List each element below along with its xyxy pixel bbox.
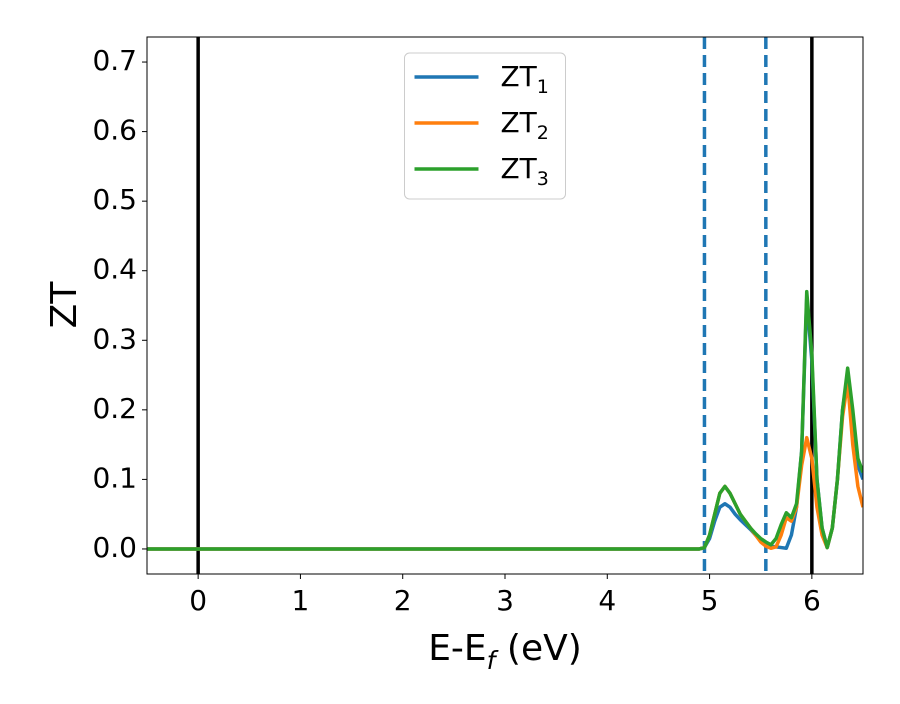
x-tick-label: 6: [803, 584, 821, 617]
x-tick-label: 4: [598, 584, 616, 617]
series-line: [147, 380, 863, 551]
y-tick-label: 0.3: [92, 322, 137, 355]
x-tick-label: 2: [394, 584, 412, 617]
x-label-unit: (eV): [495, 628, 581, 669]
x-tick-label: 1: [292, 584, 310, 617]
series-line: [147, 296, 863, 551]
legend-box: [404, 52, 566, 200]
legend-label: ZT3: [501, 152, 549, 190]
x-axis-label: E-Ef (eV): [428, 628, 582, 675]
y-tick-label: 0.0: [92, 531, 137, 564]
legend-label-sub: 2: [537, 122, 549, 144]
legend-label-sub: 1: [537, 76, 549, 98]
legend-label-main: ZT: [501, 106, 538, 139]
x-tick-label: 0: [189, 584, 207, 617]
legend-label-sub: 3: [537, 168, 549, 190]
legend-label-main: ZT: [501, 60, 538, 93]
y-axis-label: ZT: [44, 281, 85, 329]
y-tick-label: 0.4: [92, 253, 137, 286]
x-label-main: E-E: [428, 628, 486, 669]
y-tick-label: 0.1: [92, 461, 137, 494]
y-tick-label: 0.6: [92, 114, 137, 147]
y-tick-label: 0.5: [92, 183, 137, 216]
legend-label: ZT1: [501, 60, 549, 98]
x-tick-label: 5: [701, 584, 719, 617]
x-tick-label: 3: [496, 584, 514, 617]
plot-frame: [146, 36, 864, 575]
y-tick-label: 0.7: [92, 44, 137, 77]
legend-label: ZT2: [501, 106, 549, 144]
series-line: [147, 289, 863, 551]
y-tick-label: 0.2: [92, 392, 137, 425]
legend-label-main: ZT: [501, 152, 538, 185]
